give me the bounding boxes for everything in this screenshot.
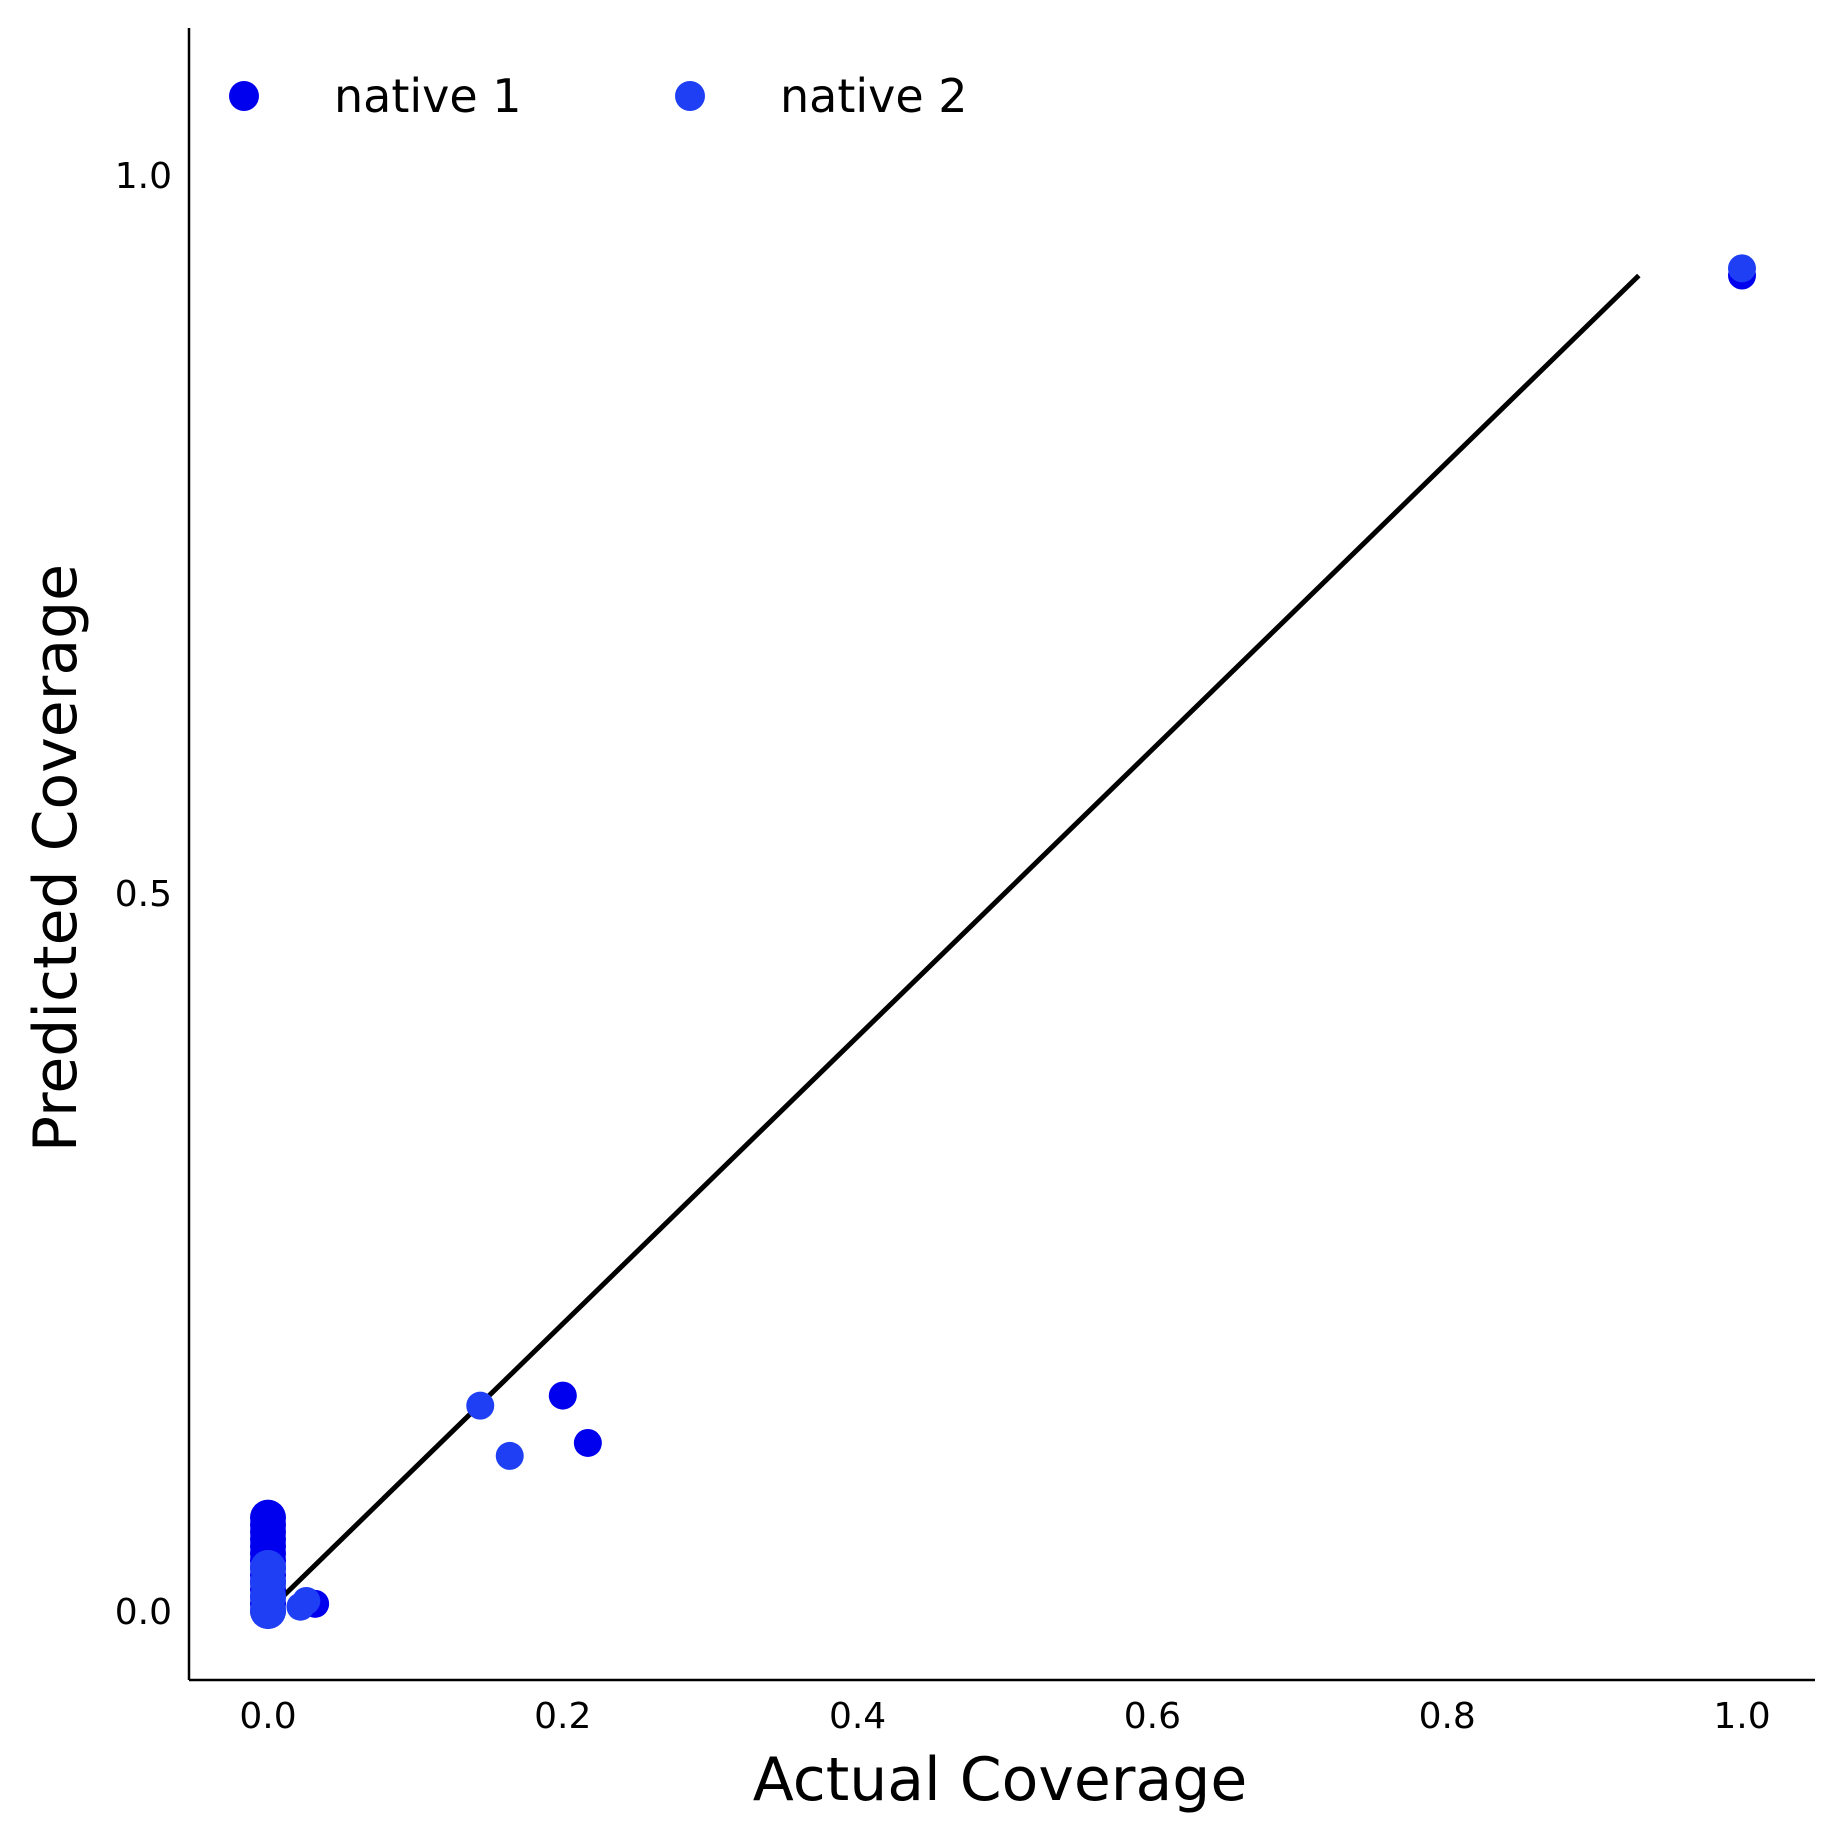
x-tick-label: 0.6 <box>1124 1696 1181 1737</box>
data-point-native-2 <box>1728 254 1756 283</box>
x-tick-label: 1.0 <box>1713 1696 1770 1737</box>
legend-marker-native-2 <box>675 81 705 111</box>
legend-marker-native-1 <box>229 81 259 111</box>
y-tick-label: 0.0 <box>115 1592 172 1633</box>
data-points-layer <box>250 254 1756 1629</box>
x-tick-label: 0.4 <box>829 1696 886 1737</box>
y-tick-label: 1.0 <box>115 156 172 197</box>
y-tick-label: 0.5 <box>115 874 172 915</box>
tick-labels: 0.0 0.2 0.4 0.6 0.8 1.0 0.0 0.5 1.0 <box>115 156 1771 1737</box>
data-point-native-2 <box>466 1391 495 1420</box>
axes <box>187 28 1815 1682</box>
legend: native 1 native 2 <box>229 69 968 123</box>
data-point-native-2 <box>250 1549 286 1586</box>
x-tick-label: 0.2 <box>534 1696 591 1737</box>
data-point-native-1 <box>573 1428 602 1457</box>
x-tick-label: 0.0 <box>239 1696 296 1737</box>
data-point-native-2 <box>292 1586 321 1615</box>
data-point-native-1 <box>548 1381 577 1410</box>
data-point-native-1 <box>250 1499 286 1536</box>
legend-label-native-1: native 1 <box>334 69 522 123</box>
x-tick-label: 0.8 <box>1419 1696 1476 1737</box>
reference-line-layer <box>266 273 1641 1613</box>
x-axis-label: Actual Coverage <box>753 1745 1248 1815</box>
legend-label-native-2: native 2 <box>780 69 968 123</box>
reference-line <box>266 273 1641 1613</box>
y-axis-label: Predicted Coverage <box>21 564 91 1152</box>
data-point-native-2 <box>495 1441 524 1470</box>
